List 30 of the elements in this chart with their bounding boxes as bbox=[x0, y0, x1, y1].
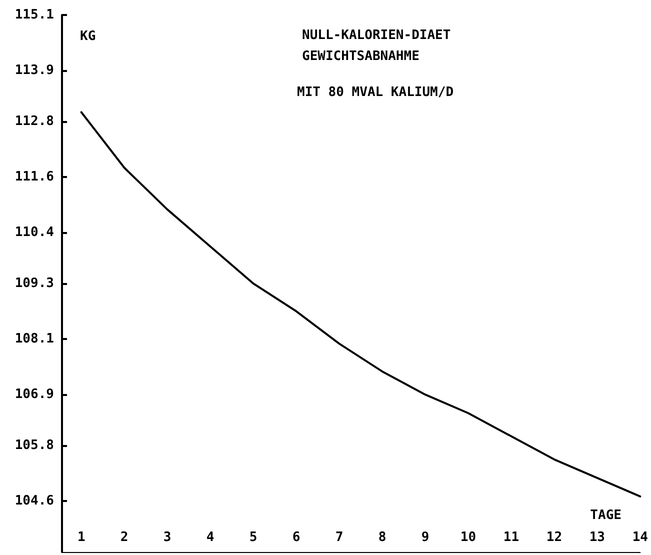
x-tick-label: 14 bbox=[632, 530, 648, 545]
x-tick-label: 9 bbox=[421, 530, 430, 545]
x-tick-label: 1 bbox=[77, 530, 86, 545]
x-axis-title: TAGE bbox=[590, 508, 622, 523]
x-tick-label: 2 bbox=[120, 530, 128, 545]
x-tick-label: 7 bbox=[335, 530, 344, 545]
x-tick-label: 8 bbox=[378, 530, 386, 545]
x-tick-label: 5 bbox=[249, 530, 258, 545]
y-tick-label: 110.4 bbox=[14, 225, 54, 240]
x-tick-label: 3 bbox=[163, 530, 172, 545]
y-tick-label: 105.8 bbox=[14, 438, 54, 454]
x-tick-label: 4 bbox=[206, 530, 214, 545]
y-tick-label: 113.9 bbox=[14, 63, 54, 78]
y-tick-label: 104.6 bbox=[14, 494, 54, 509]
text: GEWICHTSABNAHME bbox=[302, 49, 420, 64]
y-tick-label: 108.1 bbox=[14, 332, 54, 347]
y-tick-label: 115.1 bbox=[14, 8, 54, 22]
x-tick-label: 11 bbox=[503, 530, 520, 545]
x-tick-label: 6 bbox=[292, 530, 300, 545]
annotation: MIT 80 MVAL KALIUM/D bbox=[297, 85, 454, 100]
line-series bbox=[80, 111, 642, 498]
x-tick-label: 12 bbox=[546, 530, 562, 545]
y-tick-label: 106.9 bbox=[14, 387, 54, 402]
y-tick-label: 111.6 bbox=[14, 170, 54, 185]
text: NULL-KALORIEN-DIAET bbox=[302, 28, 451, 43]
x-tick-label: 10 bbox=[460, 530, 476, 545]
y-axis-title: KG bbox=[80, 29, 96, 44]
y-tick-label: 112.8 bbox=[14, 114, 54, 129]
y-tick-label: 109.3 bbox=[14, 276, 54, 291]
x-tick-label: 13 bbox=[589, 530, 606, 545]
